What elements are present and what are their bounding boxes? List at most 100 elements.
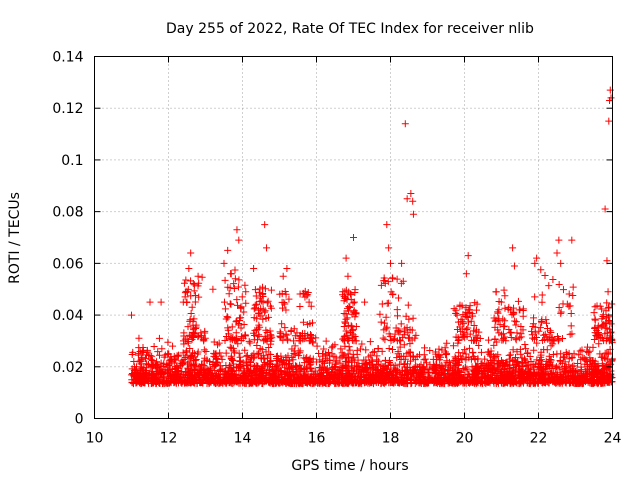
data-point (176, 374, 184, 382)
data-point (342, 286, 350, 294)
data-point (216, 349, 224, 357)
data-point (279, 272, 287, 280)
data-point (174, 352, 182, 360)
data-point (285, 357, 293, 365)
data-point (504, 305, 512, 313)
data-point (136, 358, 144, 366)
data-point (363, 359, 371, 367)
data-point (311, 378, 319, 386)
data-point (284, 336, 292, 344)
data-point (285, 361, 293, 369)
data-point (262, 314, 270, 322)
data-point (567, 310, 575, 318)
data-point (135, 344, 143, 352)
data-point (241, 331, 249, 339)
data-point (600, 337, 608, 345)
data-point (538, 319, 546, 327)
data-point (566, 379, 574, 387)
data-point (542, 374, 550, 382)
data-point (479, 368, 487, 376)
data-point (387, 259, 394, 267)
data-point (282, 306, 290, 314)
data-point (250, 314, 258, 322)
data-point (320, 345, 328, 353)
data-point (134, 371, 142, 379)
data-point (443, 350, 451, 358)
data-point (240, 373, 248, 381)
data-point (278, 298, 286, 306)
data-point (220, 298, 228, 306)
data-point (189, 357, 197, 365)
data-point (165, 360, 173, 368)
data-point (356, 345, 364, 353)
data-point (186, 367, 194, 375)
data-point (200, 336, 208, 344)
data-point (569, 283, 577, 291)
data-point (234, 283, 242, 291)
data-point (348, 336, 356, 344)
data-point (531, 293, 539, 301)
data-point (264, 297, 272, 305)
data-point (231, 266, 239, 274)
data-point (204, 373, 212, 381)
data-point (590, 361, 598, 369)
grid-lines (94, 56, 613, 419)
data-point (209, 285, 217, 293)
data-point (469, 349, 477, 357)
data-point (482, 377, 490, 385)
data-point (549, 350, 557, 358)
data-point (600, 353, 608, 361)
data-point (241, 281, 249, 289)
data-point (229, 357, 237, 365)
y-axis-label: ROTI / TECUs (7, 192, 23, 284)
data-point (332, 377, 340, 385)
data-point (565, 290, 573, 298)
data-point (340, 322, 348, 330)
data-point (404, 366, 412, 374)
data-point (345, 372, 353, 380)
data-point (458, 333, 466, 341)
data-point (385, 330, 393, 338)
data-point (339, 288, 347, 296)
data-point (278, 360, 286, 368)
data-point (216, 366, 224, 374)
data-point (331, 360, 339, 368)
data-point (200, 346, 208, 354)
data-point (490, 314, 498, 322)
data-point (433, 374, 441, 382)
data-point (420, 356, 428, 364)
data-point (501, 292, 509, 300)
data-point (486, 350, 494, 358)
x-tick-label: 18 (382, 431, 400, 447)
data-point (182, 348, 190, 356)
data-point (169, 342, 177, 350)
data-point (530, 371, 538, 379)
data-point (182, 276, 190, 284)
data-point (404, 334, 412, 342)
data-point (460, 378, 468, 386)
data-point (182, 368, 190, 376)
data-point (212, 355, 220, 363)
data-point (412, 362, 420, 370)
data-point (194, 333, 202, 341)
data-point (538, 375, 546, 383)
data-point (499, 315, 507, 323)
data-point (569, 292, 577, 300)
data-point (501, 373, 509, 381)
data-point (525, 370, 533, 378)
data-point (276, 328, 284, 336)
data-point (304, 331, 312, 339)
data-point (260, 377, 268, 385)
data-point (516, 365, 524, 373)
data-point (507, 333, 515, 341)
data-point (251, 326, 259, 334)
data-point (188, 377, 196, 385)
data-point (457, 318, 465, 326)
data-point (347, 322, 355, 330)
data-point (573, 379, 581, 387)
data-point (400, 331, 408, 339)
data-point (426, 347, 434, 355)
data-point (240, 308, 248, 316)
data-point (231, 275, 239, 283)
